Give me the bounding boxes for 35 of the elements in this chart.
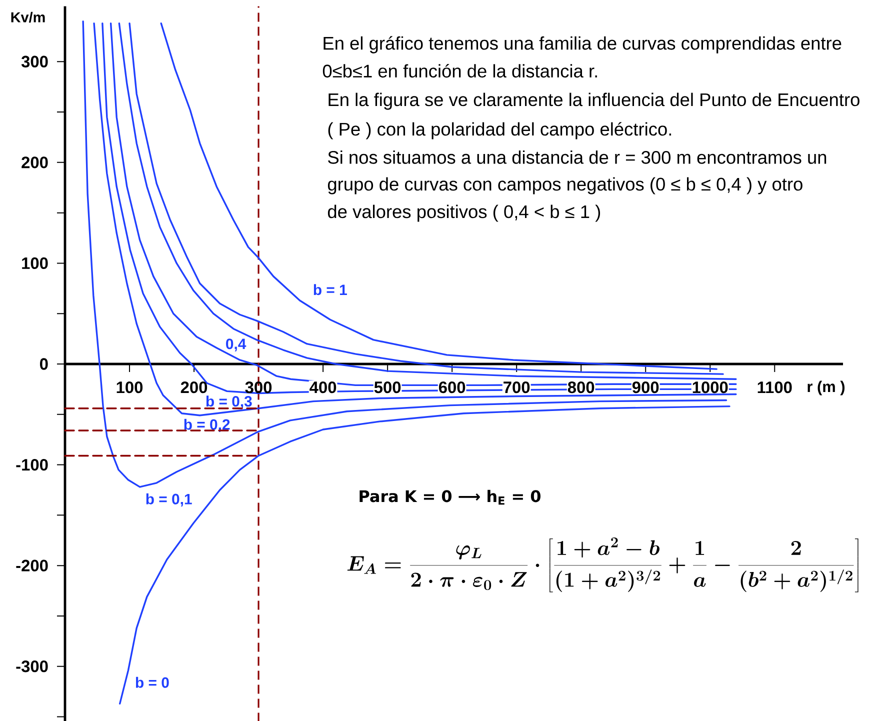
annotation: En la figura se ve claramente la influencia del Punto de Encuentro [328, 92, 860, 110]
annotation: 0≤b≤1 en función de la distancia r. [322, 64, 597, 78]
annotation: En el gráfico tenemos una familia de curvas comprendidas entre [324, 36, 842, 54]
x-tick-label: 900 [632, 382, 659, 394]
x-tick-label: 500 [374, 382, 401, 394]
annotation: Para K = 0 ⟶ h$_{E}$ = 0 [360, 490, 540, 505]
x-tick-label: 200 [180, 382, 208, 394]
annotation: $E_{A} = \frac{\varphi_{L}}{2\cdot\pi\cdot\varepsilon_{0}\cdot Z}\cdot\left[\frac{1+a^{2}-b}{(1+a^{2})^{3/2}} + \frac{1}{a} - \frac{2}{(b^{2}+a^{2})^{1/2}}\right]$ [347, 538, 858, 592]
series-label: 0,4 [226, 338, 246, 352]
x-axis-title: r (m ) [808, 380, 845, 396]
x-tick-label: 400 [310, 382, 336, 394]
y-tick-label: 0 [40, 358, 48, 370]
x-tick-label: 1000 [692, 382, 728, 394]
series-label: b = 0,3 [206, 396, 252, 409]
series-label: b = 0 [136, 676, 169, 688]
x-tick-label: 300 [245, 382, 272, 394]
y-tick-label: 100 [22, 257, 48, 270]
x-tick-label: 1100 [758, 382, 792, 394]
y-tick-label: 300 [21, 56, 48, 68]
x-tick-label: 100 [116, 382, 143, 394]
y-tick-label: 200 [22, 156, 48, 168]
x-tick-label: 600 [438, 382, 466, 394]
annotation: Si nos situamos a una distancia de r = 300 m encontramos un [328, 150, 826, 164]
series-label: b = 1 [314, 284, 347, 296]
series-label: b = 0,1 [146, 493, 192, 507]
x-tick-label: 700 [504, 382, 530, 394]
y-tick-label: -100 [16, 458, 48, 471]
annotation: grupo de curvas con campos negativos (0 ≤ b ≤ 0,4 ) y otro [328, 177, 802, 194]
y-tick-label: -300 [16, 660, 48, 672]
y-axis-title: Kv/m [11, 12, 45, 23]
series-label: b = 0,2 [184, 418, 230, 432]
annotation: ( Pe ) con la polaridad del campo eléctrico. [328, 122, 672, 140]
annotation: de valores positivos ( 0,4 < b ≤ 1 ) [328, 204, 600, 222]
x-tick-label: 800 [568, 382, 594, 394]
y-tick-label: -200 [16, 560, 48, 572]
